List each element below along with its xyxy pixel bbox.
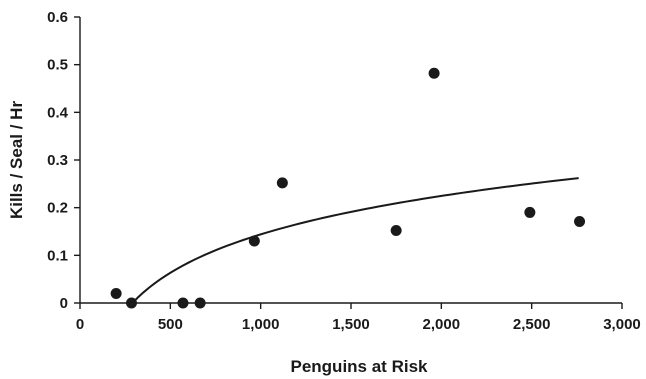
y-tick-label: 0.5 xyxy=(47,57,68,74)
trend-curve xyxy=(131,177,579,304)
x-tick-label: 500 xyxy=(158,316,183,333)
y-tick-label: 0.4 xyxy=(47,104,69,121)
x-tick-label: 1,500 xyxy=(332,316,370,333)
y-axis: 0 0.1 0.2 0.3 0.4 0.5 0.6 xyxy=(47,9,81,312)
data-point xyxy=(248,235,260,247)
data-point xyxy=(524,206,536,218)
x-axis: 0 500 1,000 1,500 2,000 2,500 3,000 xyxy=(76,302,641,333)
y-tick-label: 0.3 xyxy=(47,152,68,169)
data-point xyxy=(574,215,586,227)
data-points xyxy=(110,67,586,309)
x-tick-label: 0 xyxy=(76,316,84,333)
y-tick-label: 0.6 xyxy=(47,9,68,26)
y-tick-label: 0.2 xyxy=(47,200,68,217)
x-tick-label: 3,000 xyxy=(603,316,641,333)
x-axis-title: Penguins at Risk xyxy=(291,357,429,376)
x-tick-label: 2,500 xyxy=(513,316,551,333)
data-point xyxy=(110,287,122,299)
y-tick-label: 0.1 xyxy=(47,247,68,264)
data-point xyxy=(125,297,137,309)
x-tick-label: 2,000 xyxy=(423,316,461,333)
y-axis-title: Kills / Seal / Hr xyxy=(7,101,26,219)
y-tick-label: 0 xyxy=(60,295,68,312)
data-point xyxy=(428,67,440,79)
data-point xyxy=(390,225,402,237)
data-point xyxy=(194,297,206,309)
x-tick-label: 1,000 xyxy=(242,316,280,333)
data-point xyxy=(276,177,288,189)
data-point xyxy=(177,297,189,309)
